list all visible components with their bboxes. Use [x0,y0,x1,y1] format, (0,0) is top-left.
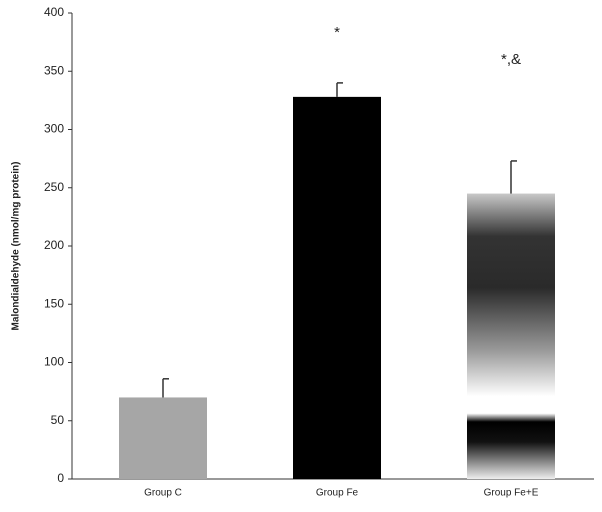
annotation: *,& [501,51,521,68]
y-tick-label: 200 [44,238,64,252]
y-tick-label: 50 [51,413,65,427]
x-tick-label: Group Fe+E [484,488,539,499]
y-tick-label: 150 [44,296,64,310]
y-tick-label: 100 [44,355,64,369]
bar [293,96,381,479]
y-axis-label: Malondialdehyde (nmol/mg protein) [11,162,22,331]
y-tick-label: 300 [44,122,64,136]
y-tick-label: 0 [57,471,64,485]
y-tick-label: 250 [44,180,64,194]
annotation: * [334,24,340,41]
x-tick-label: Group C [144,488,182,499]
bar [119,397,207,479]
bar [467,193,555,479]
y-tick-label: 400 [44,5,64,19]
y-tick-label: 350 [44,63,64,77]
x-tick-label: Group Fe [316,488,359,499]
